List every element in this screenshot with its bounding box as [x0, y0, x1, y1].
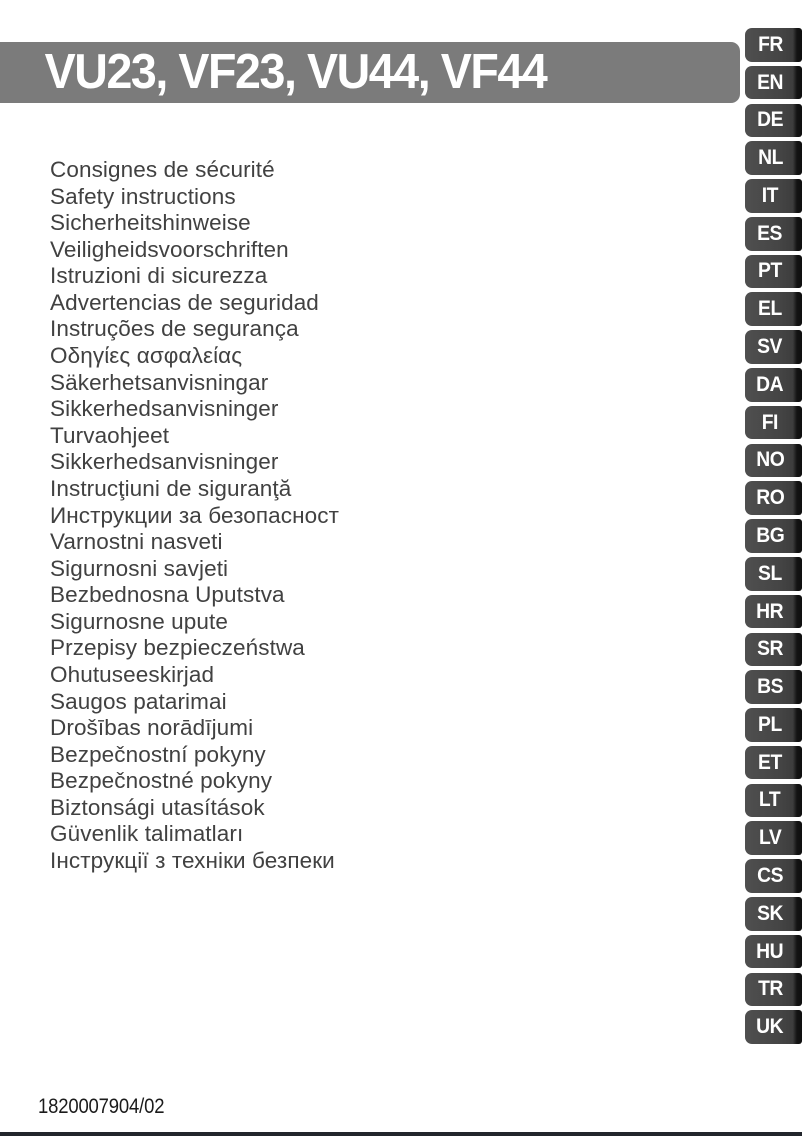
language-tab-cs: CS [745, 859, 802, 893]
language-tab-bs: BS [745, 670, 802, 704]
language-tab-label: NO [755, 448, 785, 472]
language-title-no: Sikkerhedsanvisninger [50, 449, 279, 475]
title-bar: VU23, VF23, VU44, VF44 [0, 42, 740, 103]
document-code: 1820007904/02 [38, 1094, 165, 1118]
language-title-da: Sikkerhedsanvisninger [50, 396, 279, 422]
language-tab-label: ES [757, 221, 783, 245]
language-tab-label: LV [758, 826, 782, 850]
language-tab-label: EN [757, 70, 783, 94]
language-title-hu: Biztonsági utasítások [50, 794, 265, 820]
language-title-de: Sicherheitshinweise [50, 210, 251, 236]
language-tab-label: ET [758, 750, 782, 774]
language-title-sv: Säkerhetsanvisningar [50, 369, 269, 395]
language-tab-label: LT [759, 788, 781, 812]
language-tab-label: SR [757, 637, 783, 661]
language-title-fi: Turvaohjeet [50, 422, 170, 448]
language-tab-label: DA [756, 372, 784, 396]
language-tab-no: NO [745, 443, 802, 478]
language-tab-sr: SR [745, 632, 802, 667]
language-tab-et: ET [745, 745, 802, 780]
language-tab-label: PT [758, 259, 782, 283]
language-title-ro: Instrucţiuni de siguranţă [50, 475, 292, 501]
language-tab-lt: LT [745, 783, 802, 818]
language-tab-label: PL [758, 712, 782, 736]
language-tab-label: SV [757, 335, 783, 359]
language-tab-fr: FR [745, 28, 802, 62]
language-title-tr: Güvenlik talimatları [50, 821, 244, 847]
language-tab-label: SK [757, 901, 783, 925]
language-tab-label: HU [756, 939, 784, 963]
language-tab-label: BG [755, 523, 785, 547]
language-title-cs: Bezpečnostní pokyny [50, 741, 266, 767]
language-tab-ro: RO [745, 481, 802, 515]
language-tab-sl: SL [745, 556, 802, 591]
language-title-sr: Bezbednosna Uputstva [50, 582, 285, 608]
language-title-es: Advertencias de seguridad [50, 289, 319, 315]
language-tab-fi: FI [745, 405, 802, 440]
language-tab-label: IT [761, 183, 779, 207]
language-tab-bg: BG [745, 519, 802, 553]
language-tab-label: DE [757, 108, 783, 132]
page-title: VU23, VF23, VU44, VF44 [44, 45, 548, 99]
language-title-en: Safety instructions [50, 183, 236, 209]
language-tab-label: BS [757, 675, 783, 699]
language-title-uk: Інструкції з техніки безпеки [50, 848, 335, 874]
language-tab-es: ES [745, 216, 802, 251]
language-title-bs: Sigurnosne upute [50, 608, 228, 634]
language-title-fr: Consignes de sécurité [50, 157, 275, 182]
language-tab-column: FR EN DE NL IT ES PT EL SV DA FI NO RO BG SL HR SR BS PL ET… [745, 28, 802, 1048]
language-tab-label: FI [761, 410, 779, 434]
language-tab-de: DE [745, 103, 802, 138]
language-title-it: Istruzioni di sicurezza [50, 263, 268, 289]
language-tab-pl: PL [745, 708, 802, 742]
language-title-pl: Przepisy bezpieczeństwa [50, 635, 305, 661]
language-tab-label: SL [758, 561, 782, 585]
language-title-sl: Varnostni nasveti [50, 529, 223, 555]
language-title-nl: Veiligheidsvoorschriften [50, 236, 289, 262]
language-tab-sk: SK [745, 896, 802, 931]
language-tab-label: RO [755, 486, 785, 510]
language-tab-el: EL [745, 292, 802, 327]
language-title-pt: Instruções de segurança [50, 316, 299, 342]
language-title-hr: Sigurnosni savjeti [50, 555, 229, 581]
language-tab-nl: NL [745, 141, 802, 175]
language-tab-da: DA [745, 368, 802, 402]
language-tab-label: UK [756, 1015, 784, 1039]
language-tab-tr: TR [745, 972, 802, 1007]
language-tab-hu: HU [745, 934, 802, 969]
language-tab-label: EL [758, 297, 782, 321]
language-tab-uk: UK [745, 1010, 802, 1044]
language-tab-label: FR [757, 32, 783, 56]
language-tab-label: HR [756, 599, 784, 623]
language-tab-label: CS [757, 863, 783, 887]
language-tab-sv: SV [745, 330, 802, 364]
language-tab-label: TR [757, 977, 783, 1001]
language-tab-it: IT [745, 179, 802, 213]
language-title-el: Οδηγίες ασφαλείας [50, 343, 243, 369]
language-title-lv: Drošības norādījumi [50, 715, 254, 741]
language-title-sk: Bezpečnostné pokyny [50, 768, 273, 794]
language-tab-label: NL [757, 146, 783, 170]
language-title-bg: Инструкции за безопасност [50, 502, 340, 528]
language-tab-en: EN [745, 65, 802, 100]
language-title-et: Ohutuseeskirjad [50, 661, 215, 687]
language-tab-pt: PT [745, 254, 802, 289]
language-tab-lv: LV [745, 821, 802, 855]
language-tab-hr: HR [745, 594, 802, 629]
language-title-lt: Saugos patarimai [50, 688, 227, 714]
language-title-list: Consignes de sécurité Safety instructions… [50, 157, 339, 875]
bottom-rule [0, 1132, 802, 1136]
